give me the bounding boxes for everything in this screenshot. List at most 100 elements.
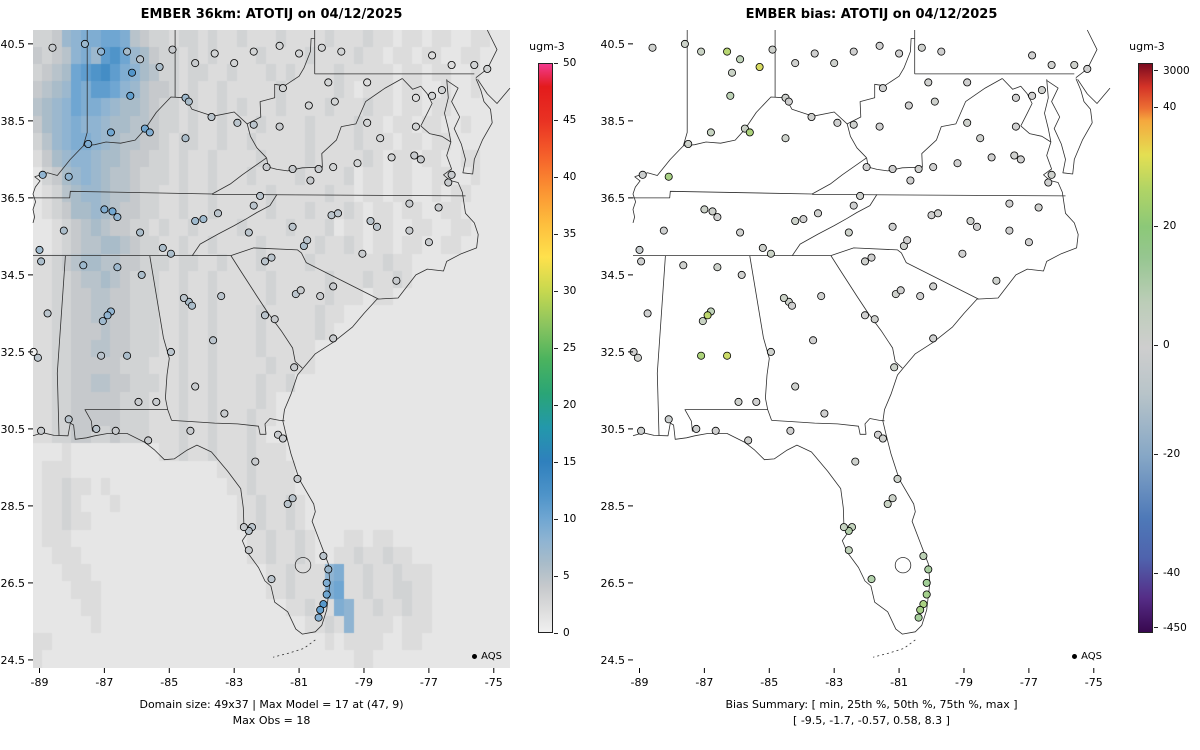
station-point — [59, 226, 68, 235]
station-point — [314, 613, 323, 622]
station-point — [322, 578, 331, 587]
station-point — [890, 363, 899, 372]
station-point — [752, 397, 761, 406]
station-point — [680, 39, 689, 48]
y-axis-tick-label: 34.5 — [601, 269, 626, 282]
x-axis-tick-label: -77 — [420, 676, 438, 689]
station-point — [319, 552, 328, 561]
station-point — [166, 347, 175, 356]
x-axis-tick-label: -85 — [160, 676, 178, 689]
station-point — [927, 211, 936, 220]
station-point — [799, 215, 808, 224]
station-point — [708, 207, 717, 216]
station-point — [791, 216, 800, 225]
station-point — [919, 552, 928, 561]
map-line-ky-va — [811, 157, 867, 195]
y-axis-tick-label: 36.5 — [601, 192, 626, 205]
station-point — [405, 226, 414, 235]
station-point — [92, 424, 101, 433]
station-point — [191, 382, 200, 391]
station-point — [416, 155, 425, 164]
station-point — [353, 159, 362, 168]
station-point — [839, 523, 848, 532]
station-point — [447, 170, 456, 179]
colorbar-unit-label: ugm-3 — [529, 40, 565, 53]
station-point — [296, 286, 305, 295]
station-point — [33, 353, 42, 362]
station-point — [316, 292, 325, 301]
y-axis-tick-label: 30.5 — [601, 423, 626, 436]
map-line-ohio-river — [634, 38, 915, 178]
map-line-potomac — [1002, 78, 1052, 143]
station-point — [181, 134, 190, 143]
station-point — [267, 575, 276, 584]
station-point — [306, 176, 315, 185]
station-point — [155, 63, 164, 72]
station-point — [186, 426, 195, 435]
station-point — [878, 434, 887, 443]
station-point — [97, 47, 106, 56]
aqs-label: AQS — [481, 651, 502, 662]
station-point — [166, 249, 175, 258]
model-panel: EMBER 36km: ATOTIJ on 04/12/2025 -89 -87-… — [1, 7, 577, 727]
station-point — [322, 590, 331, 599]
station-point — [249, 47, 258, 56]
station-point — [333, 209, 342, 218]
station-point — [929, 163, 938, 172]
station-point — [820, 409, 829, 418]
station-point — [251, 457, 260, 466]
station-point — [723, 351, 732, 360]
x-axis-tick-label: -81 — [890, 676, 908, 689]
station-point — [726, 91, 735, 100]
station-point — [483, 64, 492, 73]
station-point — [830, 59, 839, 68]
station-point — [737, 270, 746, 279]
map-line-al-ms — [56, 255, 66, 436]
station-point — [697, 47, 706, 56]
station-point — [207, 113, 216, 122]
x-axis-tick-label: -75 — [485, 676, 503, 689]
station-point — [428, 51, 437, 60]
station-point — [904, 101, 913, 110]
station-point — [966, 216, 975, 225]
map-line-fl-keys — [272, 639, 316, 658]
station-point — [1011, 93, 1020, 102]
map-line-nc-sc — [192, 247, 379, 300]
station-point — [316, 605, 325, 614]
station-point — [113, 213, 122, 222]
station-point — [199, 215, 208, 224]
station-point — [706, 128, 715, 137]
station-point — [288, 494, 297, 503]
station-point — [813, 209, 822, 218]
station-point — [937, 47, 946, 56]
y-axis-tick-label: 24.5 — [601, 654, 626, 667]
station-point — [376, 134, 385, 143]
y-axis-tick-label: 24.5 — [1, 654, 26, 667]
bias-plot-area: -89 -87 -85 -83 -81 -79 -77 -75 24.5 26.5 28.5 30.5… — [601, 29, 1111, 689]
station-point — [220, 409, 229, 418]
model-map: -89 -87 -85 -83 -81 -79 -77 -75 24.5 26.5 28.5 30.5… — [1, 29, 511, 689]
station-point — [1024, 238, 1033, 247]
map-line-big-sandy — [246, 123, 267, 159]
station-point — [972, 222, 981, 231]
station-point — [779, 293, 788, 302]
model-raster — [33, 30, 510, 668]
x-axis-tick-label: -85 — [760, 676, 778, 689]
map-line-big-sandy — [846, 123, 867, 159]
map-line-fl-ga — [771, 418, 885, 435]
station-point — [270, 315, 279, 324]
station-point — [103, 311, 112, 320]
station-point — [387, 153, 396, 162]
map-line-va-nc — [812, 194, 1066, 197]
aqs-legend: AQS — [1072, 651, 1102, 662]
bias-title: EMBER bias: ATOTIJ on 04/12/2025 — [745, 7, 998, 22]
station-point — [79, 261, 88, 270]
station-point — [664, 415, 673, 424]
station-point — [833, 118, 842, 127]
map-line-il-in — [82, 30, 88, 147]
station-point — [862, 163, 871, 172]
y-axis-tick-label: 26.5 — [601, 577, 626, 590]
station-point — [210, 49, 219, 58]
station-point — [992, 276, 1001, 285]
station-point — [916, 605, 925, 614]
